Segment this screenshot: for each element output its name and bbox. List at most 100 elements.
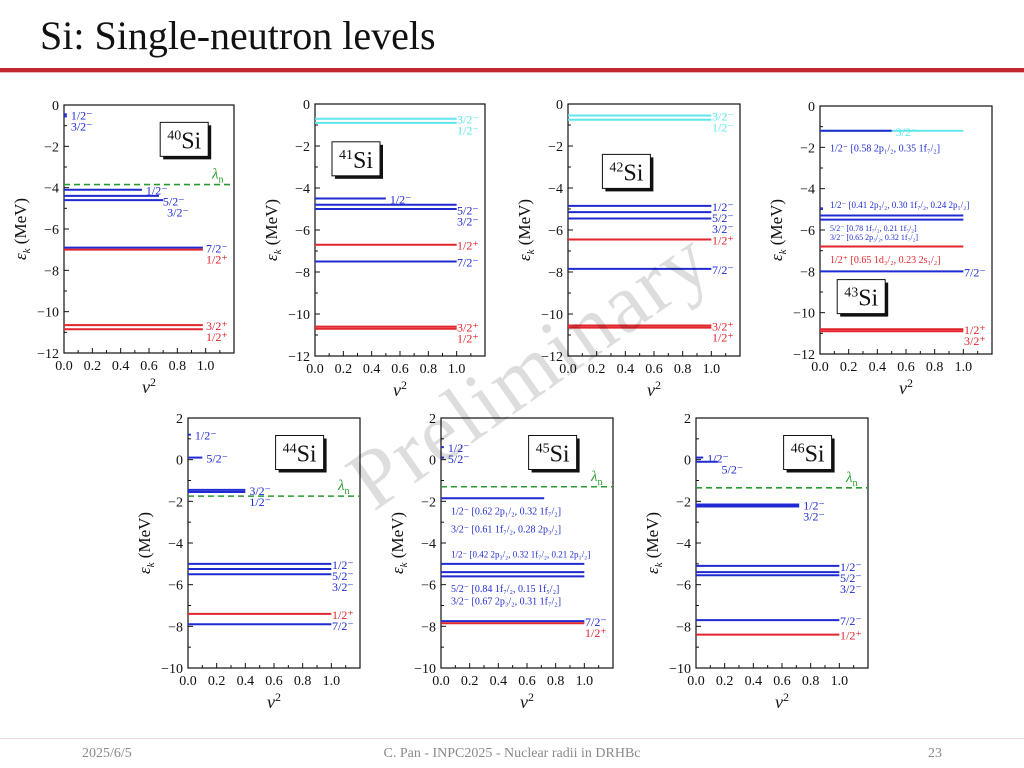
y-tick-label: 0: [303, 98, 310, 113]
fermi-level-label: λn: [211, 167, 224, 186]
chart-40Si: 0 −2 −4 −6 −8 −10 −120.0 0.2 0.4 0.6 0.8 1.0 v2 εk (M…: [11, 99, 235, 397]
x-tick-label: 0.4: [490, 674, 508, 689]
nucleus-label-box: [783, 435, 833, 470]
y-tick-label: −4: [168, 537, 183, 552]
y-tick-label: −8: [548, 266, 563, 281]
x-tick-label: 0.8: [420, 362, 438, 377]
x-tick-label: 0.6: [391, 362, 409, 377]
y-tick-label: −8: [421, 620, 436, 635]
y-tick-label: −4: [421, 537, 436, 552]
y-axis-label: εk (MeV): [135, 512, 157, 574]
chart-43Si: 0 −2 −4 −6 −8 −10 −120.0 0.2 0.4 0.6 0.8 1.0 v2 εk (M…: [767, 100, 993, 398]
y-tick-label: −6: [295, 224, 310, 239]
nucleus-label: 41Si: [339, 148, 373, 174]
x-tick-label: 0.2: [461, 674, 479, 689]
y-tick-label: −10: [414, 662, 436, 677]
x-tick-label: 0.0: [55, 359, 73, 374]
x-tick-label: 0.2: [716, 674, 734, 689]
y-tick-label: −12: [288, 350, 310, 365]
x-tick-label: 0.4: [363, 362, 381, 377]
y-tick-label: 0: [429, 454, 436, 469]
level-label: 7/2⁻: [712, 263, 734, 277]
footer-center-text: C. Pan - INPC2025 - Nuclear radii in DRH…: [383, 746, 641, 761]
y-axis-label: εk (MeV): [262, 199, 284, 261]
level-label: 1/2⁺: [457, 332, 479, 346]
level-composition-annotation: 3/2⁻ [0.67 2p₃/₂, 0.31 1f₇/₂]: [451, 596, 561, 607]
y-tick-label: −10: [161, 662, 183, 677]
y-tick-label: −4: [295, 182, 310, 197]
level-composition-annotation: 1/2⁻ [0.62 2p₁/₂, 0.32 1f₇/₂]: [451, 507, 561, 518]
x-tick-label: 0.0: [179, 674, 197, 689]
level-label: 7/2⁻: [964, 265, 986, 279]
y-tick-label: −6: [548, 224, 563, 239]
nucleus-label-box: [159, 121, 209, 157]
level-label: 1/2⁺: [964, 323, 986, 337]
nucleus-label: 40Si: [167, 128, 201, 154]
nucleus-label: 42Si: [609, 160, 643, 186]
x-tick-label: 1.0: [831, 674, 849, 689]
level-label: 7/2⁻: [457, 256, 479, 270]
x-tick-label: 0.2: [840, 360, 858, 375]
level-label: 7/2⁻: [840, 614, 862, 628]
level-label: 5/2⁻: [722, 463, 744, 477]
y-axis-label: εk (MeV): [388, 512, 410, 574]
level-composition-annotation: 3/2⁻ [0.65 2p₃/₂, 0.32 1f₇/₂]: [830, 233, 918, 242]
level-label: 1/2⁺: [585, 626, 607, 640]
level-label: 3/2⁺: [964, 334, 986, 348]
level-label: 1/2⁻: [332, 558, 354, 572]
level-composition-annotation: 1/2⁻ [0.41 2p₃/₂, 0.30 1f₇/₂, 0.24 2p₁/₂…: [830, 200, 969, 210]
x-tick-label: 0.0: [432, 674, 450, 689]
y-tick-label: −6: [800, 224, 815, 239]
y-tick-label: −2: [44, 140, 59, 155]
y-tick-label: 0: [176, 454, 183, 469]
level-label: 1/2⁺: [712, 233, 734, 247]
x-tick-label: 0.0: [811, 360, 829, 375]
footer-page-number: 23: [928, 746, 942, 761]
level-label: 3/2⁻: [712, 222, 734, 236]
level-label: 1/2⁺: [206, 330, 228, 344]
y-tick-label: 0: [556, 98, 563, 113]
chart-42Si: 0 −2 −4 −6 −8 −10 −120.0 0.2 0.4 0.6 0.8 1.0 v2 εk (M…: [515, 98, 741, 400]
y-tick-label: −10: [541, 308, 563, 323]
y-tick-label: −12: [541, 350, 563, 365]
y-tick-label: −2: [548, 140, 563, 155]
y-axis-label: εk (MeV): [767, 199, 789, 261]
level-composition-annotation: 5/2⁻ [0.78 1f₇/₂, 0.21 1f₅/₂]: [830, 224, 917, 233]
nucleus-label-box: [275, 435, 325, 470]
level-label: 3/2⁺: [206, 319, 228, 333]
slide-title: Si: Single-neutron levels: [40, 13, 436, 58]
nucleus-label-box: [601, 153, 651, 189]
level-label: 1/2⁻: [448, 441, 470, 455]
x-tick-label: 0.0: [306, 362, 324, 377]
x-axis-label: v2: [267, 690, 281, 712]
level-label: 1/2⁻: [71, 108, 93, 122]
nucleus-label: 44Si: [283, 442, 317, 468]
x-tick-label: 0.0: [559, 362, 577, 377]
x-tick-label: 0.2: [84, 359, 102, 374]
y-tick-label: 2: [176, 412, 183, 427]
level-label: 5/2⁻: [206, 452, 228, 466]
fermi-level-label: λn: [337, 478, 350, 497]
level-label: 1/2⁺: [206, 253, 228, 267]
x-tick-label: 1.0: [323, 674, 341, 689]
chart-44Si: 2 0 −2 −4 −6 −8 −100.0 0.2 0.4 0.6 0.8 1.0 v2 εk (MeV…: [135, 412, 361, 712]
y-tick-label: −12: [793, 348, 815, 363]
level-label: 3/2⁻: [712, 110, 734, 124]
nucleus-label-box: [331, 141, 381, 177]
x-tick-label: 0.6: [265, 674, 283, 689]
chart-41Si: 0 −2 −4 −6 −8 −10 −120.0 0.2 0.4 0.6 0.8 1.0 v2 εk (M…: [262, 98, 486, 400]
level-label: 1/2⁻: [803, 498, 825, 512]
x-tick-label: 0.4: [869, 360, 887, 375]
x-axis-label: v2: [393, 378, 407, 400]
y-tick-label: −10: [288, 308, 310, 323]
level-composition-annotation: 1/2⁻ [0.58 2p₁/₂, 0.35 1f₇/₂]: [830, 143, 940, 154]
x-tick-label: 0.6: [897, 360, 915, 375]
y-tick-label: −4: [548, 182, 563, 197]
level-composition-annotation: 1/2⁻ [0.42 2p₃/₂, 0.32 1f₇/₂, 0.21 2p₁/₂…: [451, 549, 590, 559]
y-tick-label: −12: [37, 347, 59, 362]
x-axis-label: v2: [899, 376, 913, 398]
y-tick-label: −6: [168, 579, 183, 594]
x-axis-label: v2: [520, 690, 534, 712]
level-label: 5/2⁻: [457, 204, 479, 218]
